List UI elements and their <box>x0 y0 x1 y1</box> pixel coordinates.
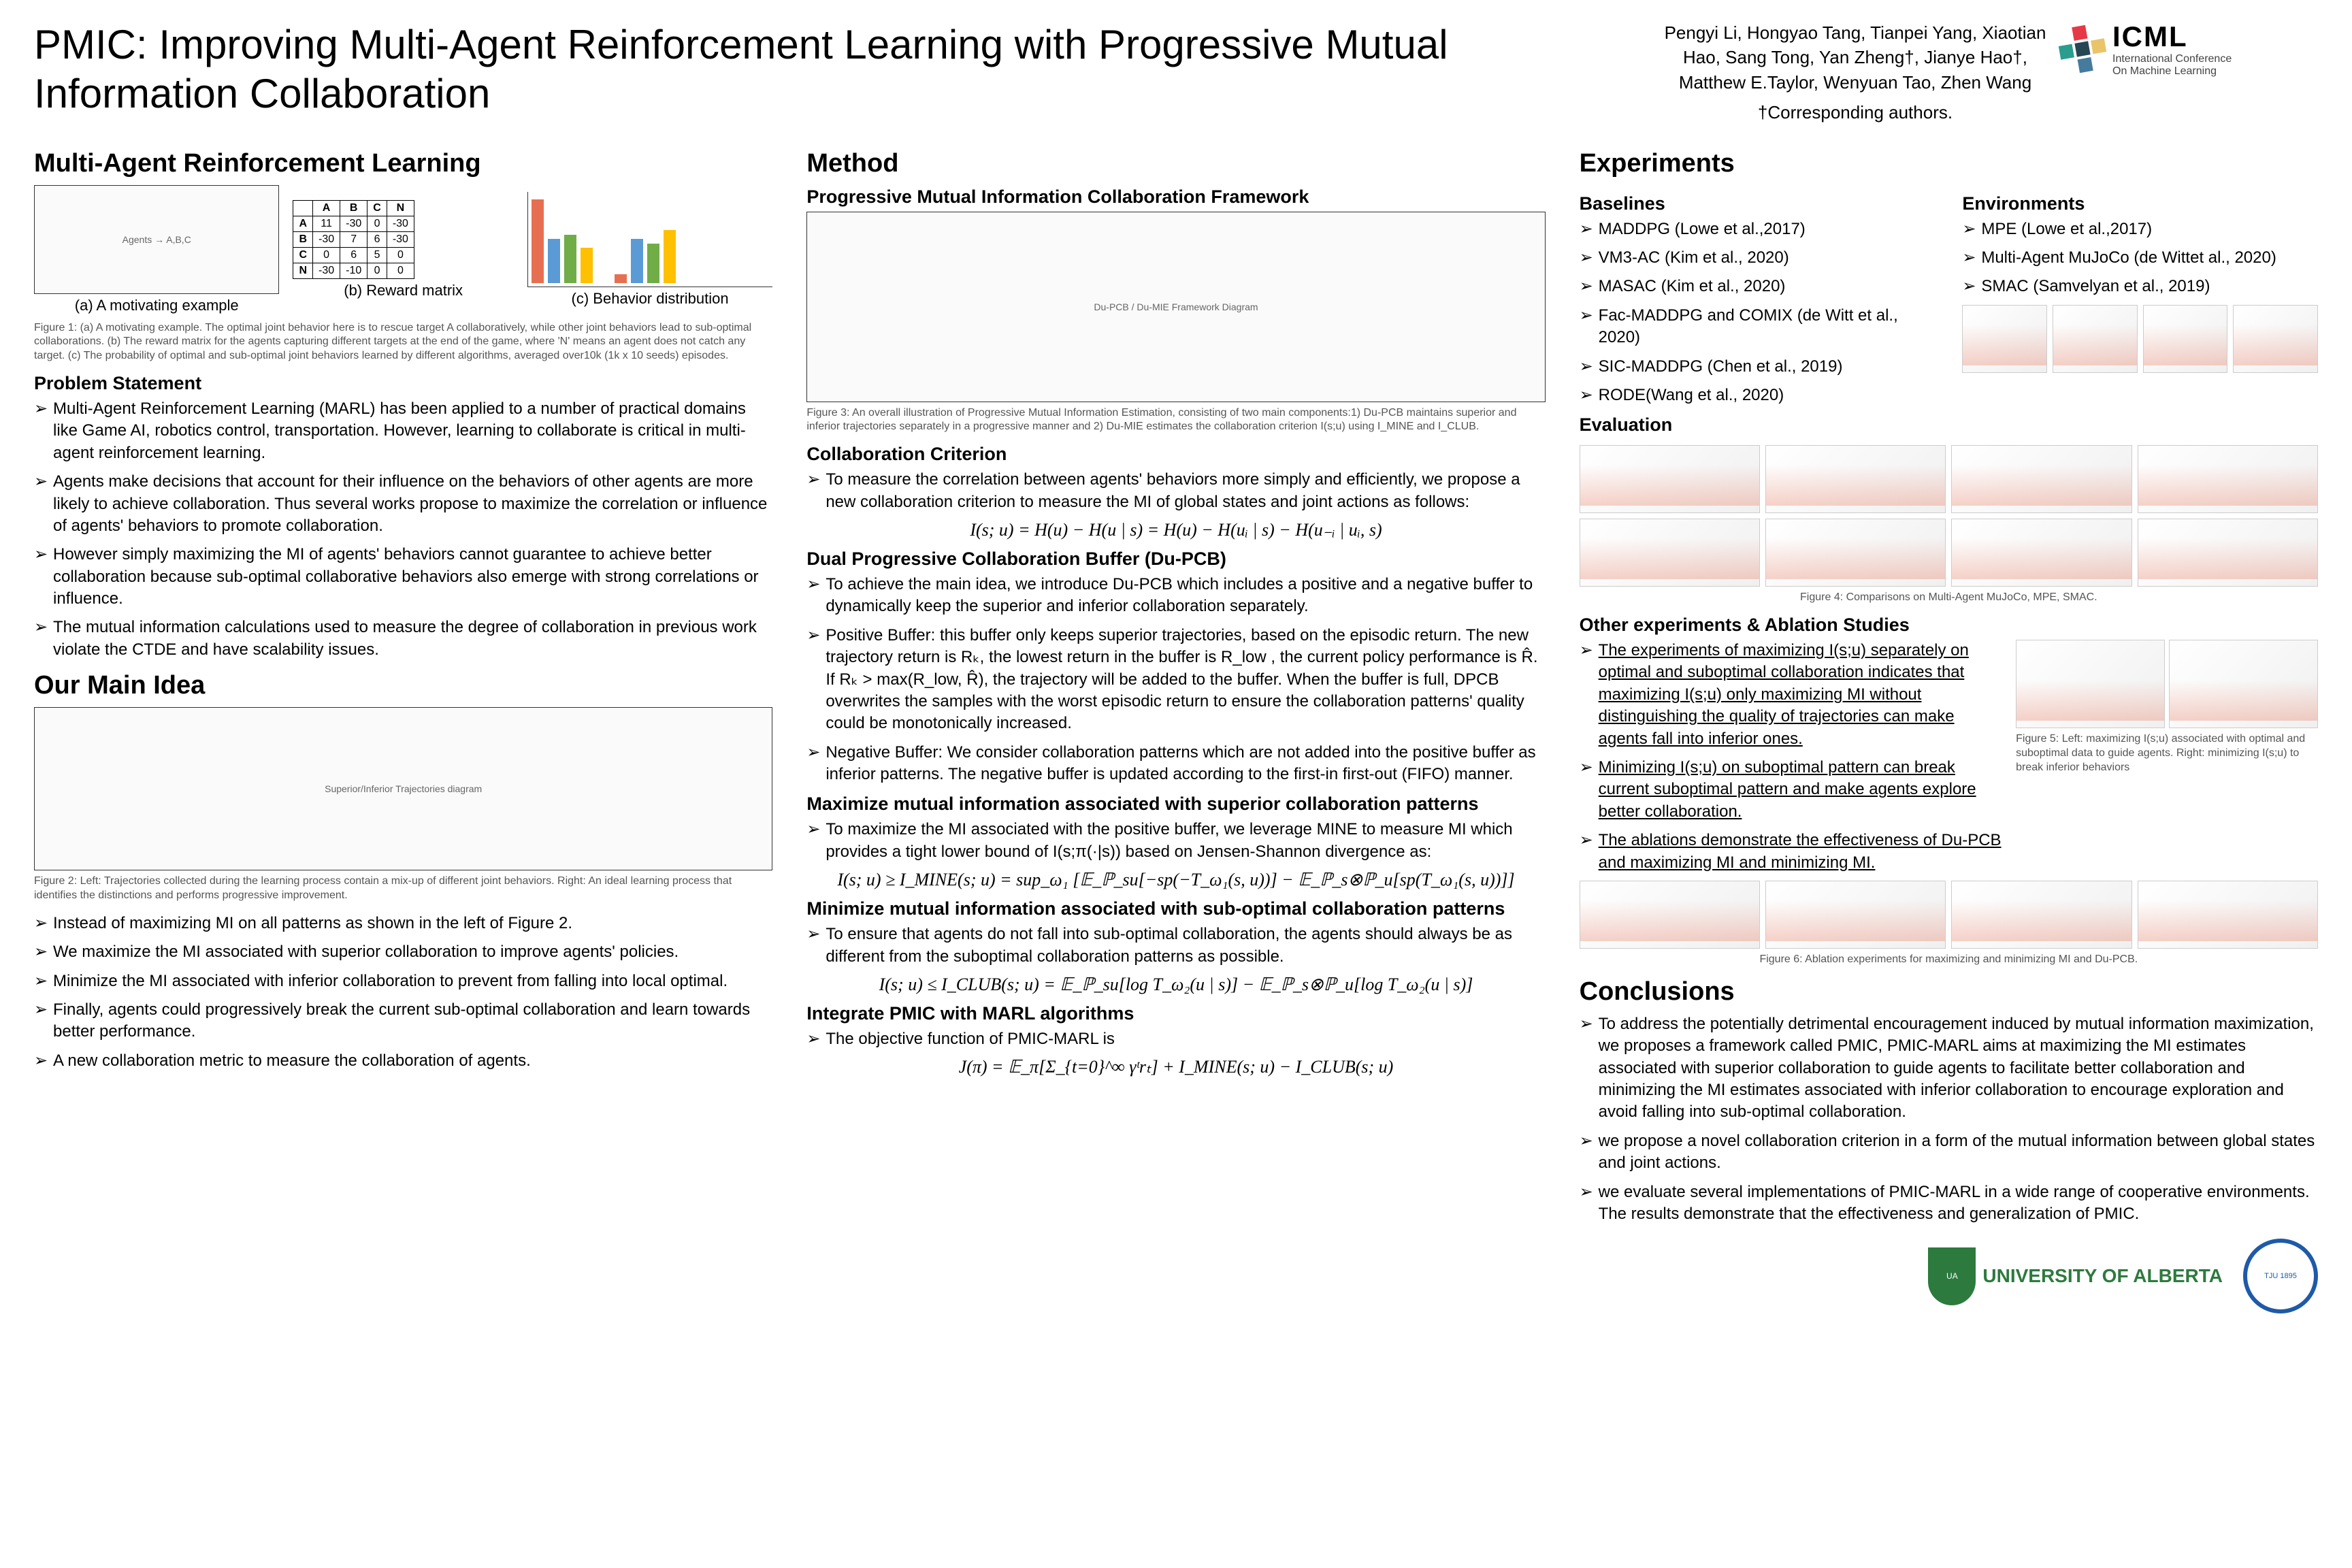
formula-2: I(s; u) ≥ I_MINE(s; u) = sup_ω₁ [𝔼_ℙ_su[… <box>806 870 1545 890</box>
fig1c-barchart <box>527 192 772 287</box>
conclusions-title: Conclusions <box>1580 977 2318 1007</box>
figure-3: Du-PCB / Du-MIE Framework Diagram <box>806 212 1545 402</box>
idea-bullet: We maximize the MI associated with super… <box>34 941 772 963</box>
integrate-title: Integrate PMIC with MARL algorithms <box>806 1003 1545 1024</box>
ablation-bullets: The experiments of maximizing I(s;u) sep… <box>1580 640 2002 881</box>
env-item: SMAC (Samvelyan et al., 2019) <box>1962 276 2318 297</box>
poster-title: PMIC: Improving Multi-Agent Reinforcemen… <box>34 20 1651 118</box>
env-list: MPE (Lowe et al.,2017) Multi-Agent MuJoC… <box>1962 218 2318 298</box>
eval-title: Evaluation <box>1580 414 1936 436</box>
max-mi-title: Maximize mutual information associated w… <box>806 794 1545 815</box>
ualberta-text: UNIVERSITY OF ALBERTA <box>1982 1265 2223 1287</box>
header: PMIC: Improving Multi-Agent Reinforcemen… <box>34 20 2318 125</box>
env-title: Environments <box>1962 193 2318 214</box>
icml-logo-icon <box>2056 22 2110 76</box>
env-item: Multi-Agent MuJoCo (de Wittet al., 2020) <box>1962 247 2318 269</box>
dupcb-bullets: To achieve the main idea, we introduce D… <box>806 574 1545 786</box>
problem-bullet: The mutual information calculations used… <box>34 617 772 661</box>
baselines-list: MADDPG (Lowe et al.,2017) VM3-AC (Kim et… <box>1580 218 1936 407</box>
fig1a-label: (a) A motivating example <box>34 297 279 314</box>
baseline-item: MADDPG (Lowe et al.,2017) <box>1580 218 1936 240</box>
dupcb-bullet: Negative Buffer: We consider collaborati… <box>806 742 1545 786</box>
fig4-caption: Figure 4: Comparisons on Multi-Agent MuJ… <box>1580 591 2318 605</box>
content-columns: Multi-Agent Reinforcement Learning Agent… <box>34 139 2318 1314</box>
idea-bullet: Minimize the MI associated with inferior… <box>34 970 772 992</box>
figure-1: Agents → A,B,C (a) A motivating example … <box>34 185 772 314</box>
baseline-item: Fac-MADDPG and COMIX (de Witt et al., 20… <box>1580 305 1936 349</box>
icml-subtitle: International Conference On Machine Lear… <box>2112 53 2232 78</box>
figure-4 <box>1580 445 2318 587</box>
fig1a-diagram: Agents → A,B,C <box>34 185 279 294</box>
integrate-bullet: The objective function of PMIC-MARL is <box>806 1028 1545 1050</box>
tianjin-logo: TJU 1895 <box>2243 1239 2318 1313</box>
method-title: Method <box>806 149 1545 178</box>
collab-bullet: To measure the correlation between agent… <box>806 469 1545 513</box>
baseline-item: MASAC (Kim et al., 2020) <box>1580 276 1936 297</box>
collab-title: Collaboration Criterion <box>806 444 1545 465</box>
authors: Pengyi Li, Hongyao Tang, Tianpei Yang, X… <box>1651 20 2059 95</box>
ualberta-logo: UA UNIVERSITY OF ALBERTA <box>1928 1247 2223 1305</box>
concl-bullet: we propose a novel collaboration criteri… <box>1580 1130 2318 1175</box>
ablation-title: Other experiments & Ablation Studies <box>1580 615 2318 636</box>
fig3-caption: Figure 3: An overall illustration of Pro… <box>806 406 1545 435</box>
dupcb-bullet: To achieve the main idea, we introduce D… <box>806 574 1545 618</box>
min-mi-title: Minimize mutual information associated w… <box>806 898 1545 919</box>
framework-title: Progressive Mutual Information Collabora… <box>806 186 1545 208</box>
column-1: Multi-Agent Reinforcement Learning Agent… <box>34 139 772 1314</box>
fig6-caption: Figure 6: Ablation experiments for maxim… <box>1580 953 2318 967</box>
fig1c-label: (c) Behavior distribution <box>527 290 772 308</box>
marl-title: Multi-Agent Reinforcement Learning <box>34 149 772 178</box>
problem-bullet: Multi-Agent Reinforcement Learning (MARL… <box>34 398 772 464</box>
ablation-bullet: The experiments of maximizing I(s;u) sep… <box>1580 640 2002 750</box>
column-2: Method Progressive Mutual Information Co… <box>806 139 1545 1314</box>
idea-bullet: Instead of maximizing MI on all patterns… <box>34 913 772 934</box>
problem-bullets: Multi-Agent Reinforcement Learning (MARL… <box>34 398 772 661</box>
dupcb-bullet: Positive Buffer: this buffer only keeps … <box>806 625 1545 735</box>
formula-4: J(π) = 𝔼_π[Σ_{t=0}^∞ γᵗrₜ] + I_MINE(s; u… <box>806 1057 1545 1077</box>
conclusions-bullets: To address the potentially detrimental e… <box>1580 1013 2318 1226</box>
figure-4-top <box>1962 305 2318 373</box>
env-item: MPE (Lowe et al.,2017) <box>1962 218 2318 240</box>
idea-bullet: A new collaboration metric to measure th… <box>34 1050 772 1072</box>
icml-logo: ICML International Conference On Machine… <box>2059 20 2318 78</box>
fig2-caption: Figure 2: Left: Trajectories collected d… <box>34 875 772 903</box>
baseline-item: VM3-AC (Kim et al., 2020) <box>1580 247 1936 269</box>
baseline-item: SIC-MADDPG (Chen et al., 2019) <box>1580 356 1936 378</box>
corresponding: †Corresponding authors. <box>1651 100 2059 125</box>
baseline-item: RODE(Wang et al., 2020) <box>1580 385 1936 406</box>
baselines-title: Baselines <box>1580 193 1936 214</box>
idea-bullet: Finally, agents could progressively brea… <box>34 999 772 1043</box>
column-3: Experiments Baselines MADDPG (Lowe et al… <box>1580 139 2318 1314</box>
ablation-bullet: The ablations demonstrate the effectiven… <box>1580 830 2002 874</box>
min-bullet: To ensure that agents do not fall into s… <box>806 924 1545 968</box>
formula-1: I(s; u) = H(u) − H(u | s) = H(u) − H(uᵢ … <box>806 520 1545 540</box>
dupcb-title: Dual Progressive Collaboration Buffer (D… <box>806 549 1545 570</box>
idea-bullets: Instead of maximizing MI on all patterns… <box>34 913 772 1072</box>
ablation-bullet: Minimizing I(s;u) on suboptimal pattern … <box>1580 757 2002 823</box>
figure-2: Superior/Inferior Trajectories diagram <box>34 707 772 870</box>
fig1b-label: (b) Reward matrix <box>293 282 513 299</box>
formula-3: I(s; u) ≤ I_CLUB(s; u) = 𝔼_ℙ_su[log T_ω₂… <box>806 975 1545 995</box>
figure-6 <box>1580 881 2318 949</box>
figure-5 <box>2016 640 2318 728</box>
fig5-caption: Figure 5: Left: maximizing I(s;u) associ… <box>2016 732 2318 774</box>
problem-bullet: Agents make decisions that account for t… <box>34 471 772 537</box>
authors-block: Pengyi Li, Hongyao Tang, Tianpei Yang, X… <box>1651 20 2059 125</box>
footer-logos: UA UNIVERSITY OF ALBERTA TJU 1895 <box>1580 1239 2318 1313</box>
experiments-title: Experiments <box>1580 149 2318 178</box>
icml-text: ICML <box>2112 20 2232 53</box>
reward-matrix: ABCN A11-300-30 B-3076-30 C0650 N-30-100… <box>293 200 414 279</box>
shield-icon: UA <box>1928 1247 1976 1305</box>
problem-bullet: However simply maximizing the MI of agen… <box>34 544 772 610</box>
concl-bullet: we evaluate several implementations of P… <box>1580 1181 2318 1226</box>
idea-title: Our Main Idea <box>34 671 772 700</box>
problem-title: Problem Statement <box>34 373 772 394</box>
title-block: PMIC: Improving Multi-Agent Reinforcemen… <box>34 20 1651 118</box>
max-bullet: To maximize the MI associated with the p… <box>806 819 1545 863</box>
concl-bullet: To address the potentially detrimental e… <box>1580 1013 2318 1124</box>
fig1-caption: Figure 1: (a) A motivating example. The … <box>34 321 772 363</box>
